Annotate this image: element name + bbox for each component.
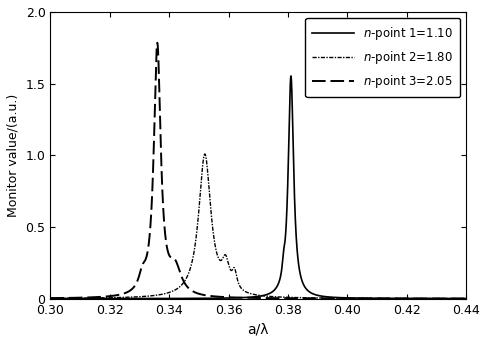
X-axis label: a/λ: a/λ — [247, 322, 269, 336]
Y-axis label: Monitor value/(a.u.): Monitor value/(a.u.) — [7, 94, 20, 217]
Legend: $n$-point 1=1.10, $n$-point 2=1.80, $n$-point 3=2.05: $n$-point 1=1.10, $n$-point 2=1.80, $n$-… — [305, 18, 460, 97]
